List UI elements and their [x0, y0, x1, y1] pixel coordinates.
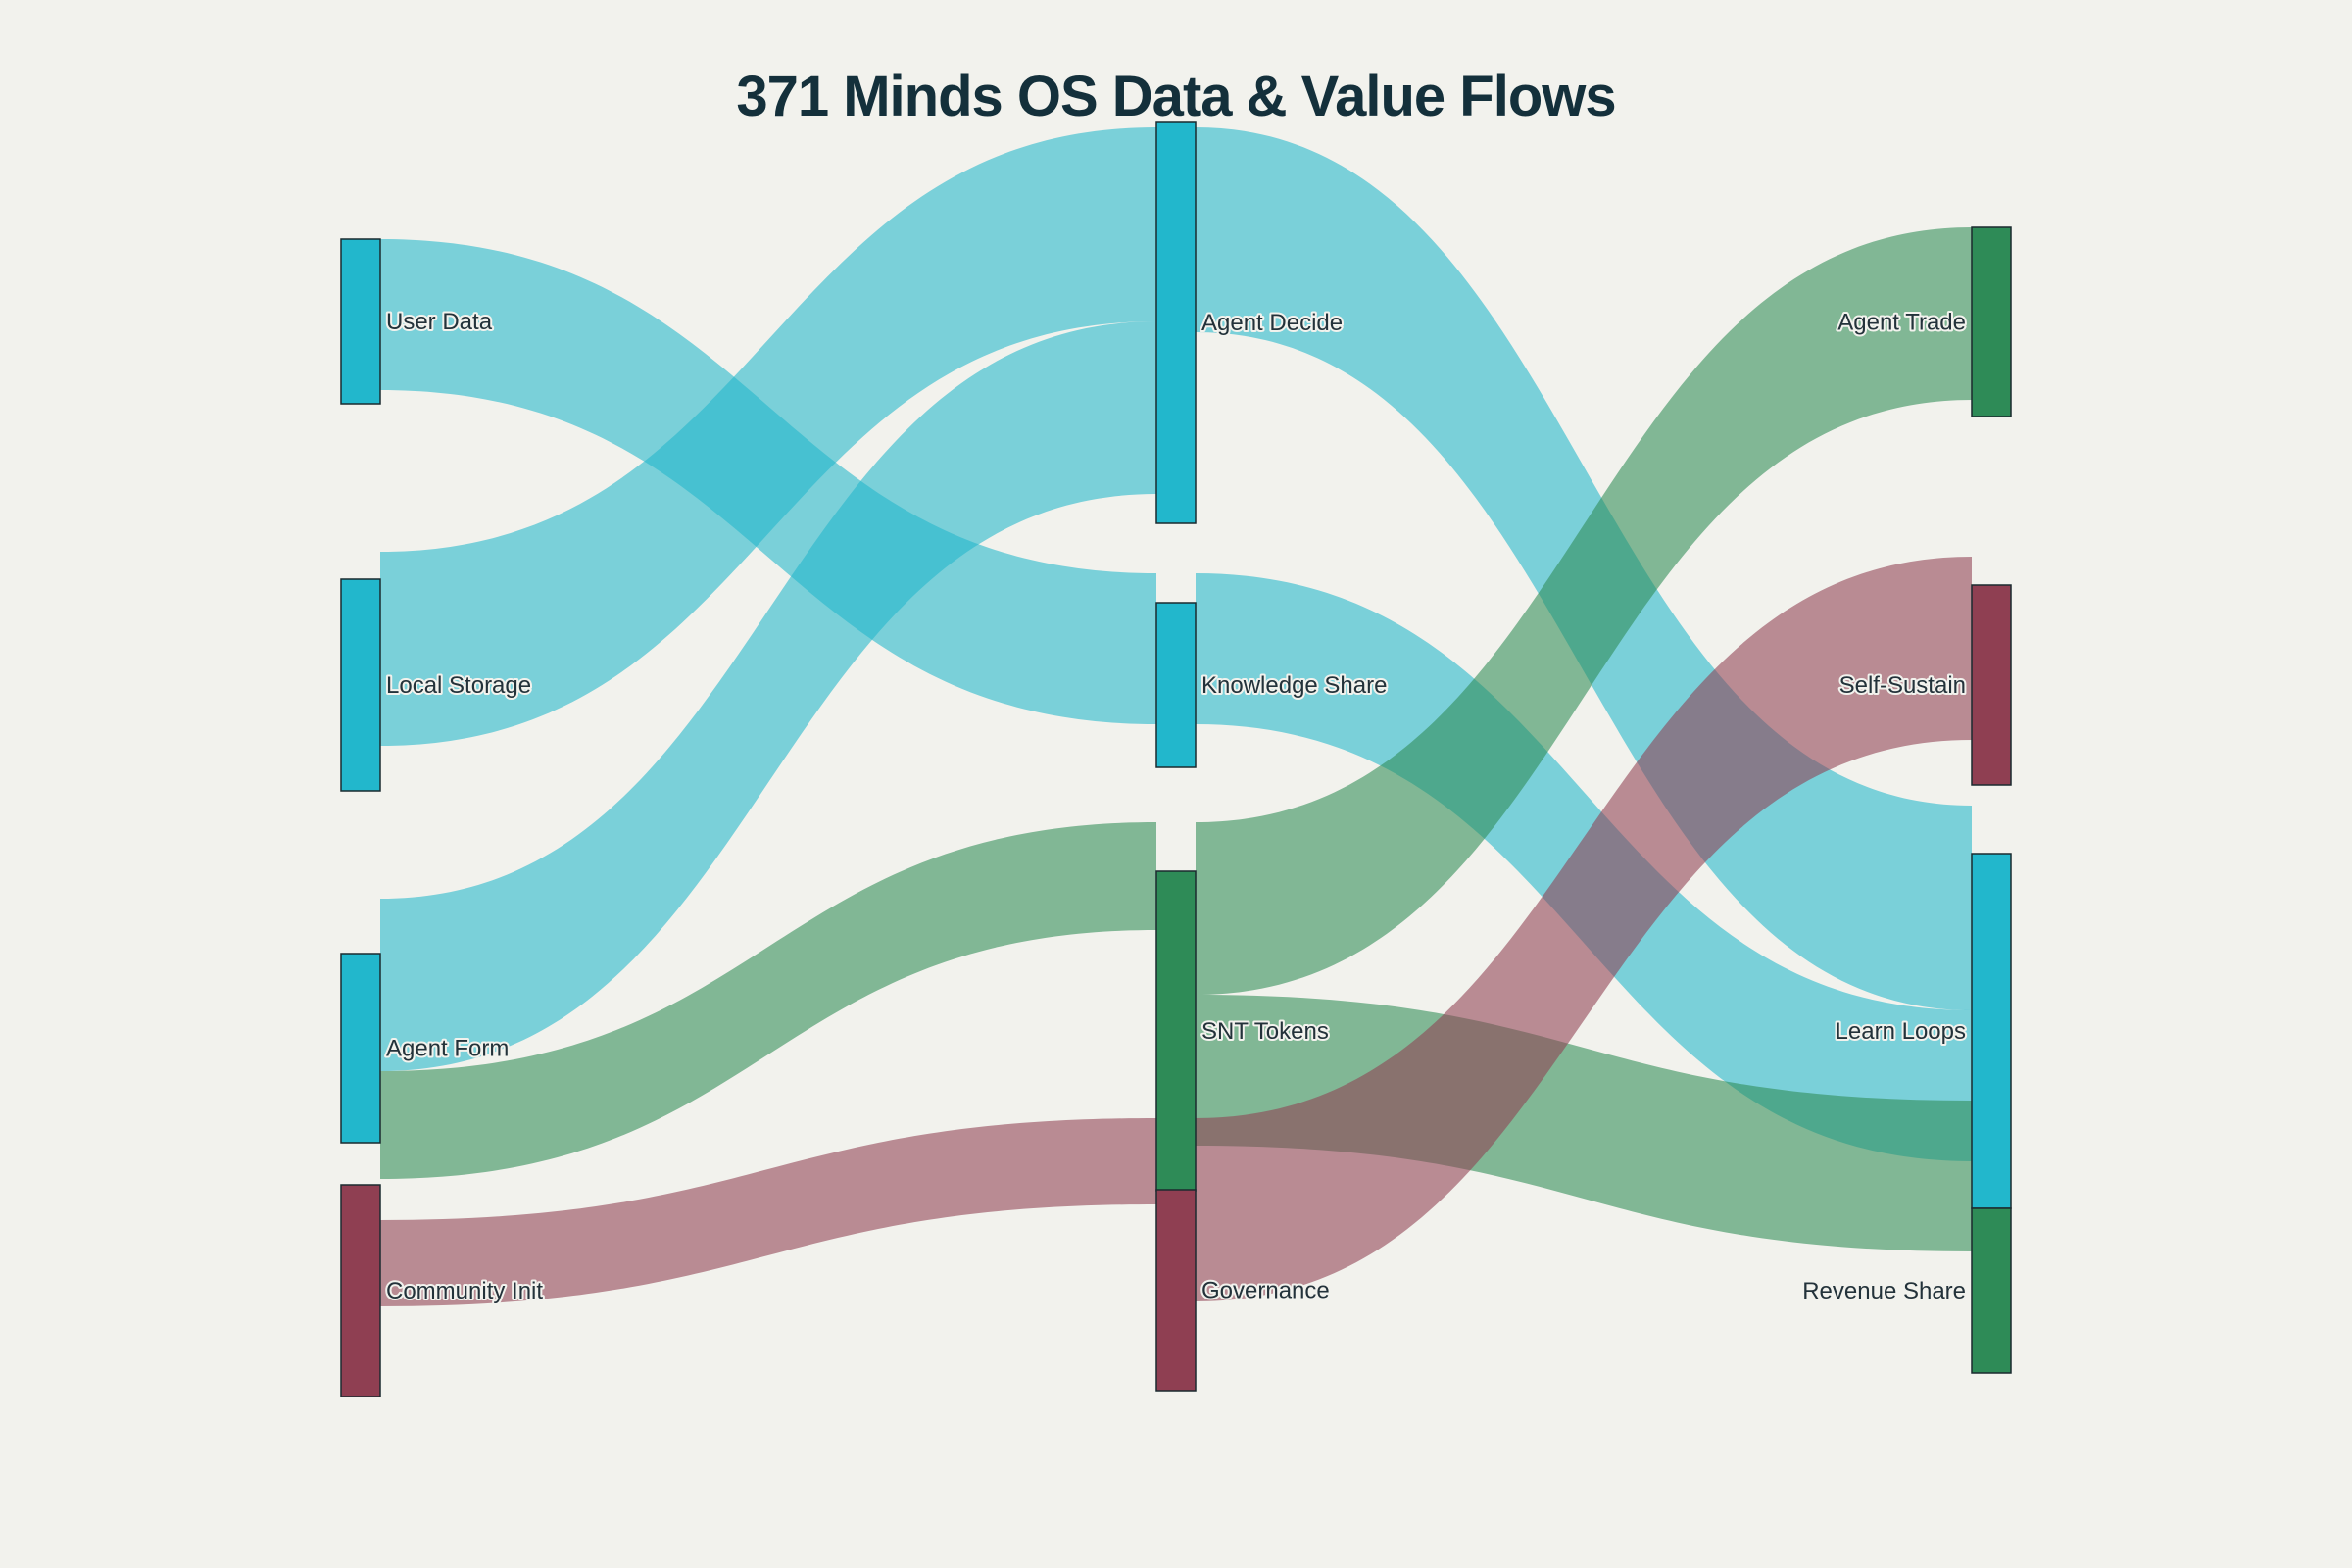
node-label-self-sustain: Self-Sustain: [1839, 672, 1966, 699]
flow-user-data-to-knowledge-share: [380, 239, 1156, 724]
node-label-user-data: User Data: [386, 309, 493, 335]
node-snt-tokens: [1155, 870, 1197, 1192]
diagram-title: 371 Minds OS Data & Value Flows: [736, 65, 1615, 128]
node-label-agent-form: Agent Form: [386, 1036, 509, 1062]
node-label-revenue-share: Revenue Share: [1802, 1278, 1966, 1304]
node-label-learn-loops: Learn Loops: [1836, 1018, 1966, 1045]
flow-community-init-to-governance: [380, 1118, 1156, 1306]
node-label-agent-trade: Agent Trade: [1838, 310, 1966, 336]
node-learn-loops: [1971, 853, 2012, 1209]
node-label-snt-tokens: SNT Tokens: [1201, 1018, 1329, 1045]
node-user-data: [340, 238, 381, 405]
node-label-local-storage: Local Storage: [386, 672, 531, 699]
node-label-knowledge-share: Knowledge Share: [1201, 672, 1387, 699]
flow-governance-to-self-sustain: [1196, 557, 1972, 1301]
flow-agent-form-to-snt-tokens: [380, 822, 1156, 1179]
node-label-community-init: Community Init: [386, 1278, 543, 1304]
node-governance: [1155, 1189, 1197, 1392]
node-community-init: [340, 1184, 381, 1397]
node-local-storage: [340, 578, 381, 792]
node-label-governance: Governance: [1201, 1278, 1330, 1304]
flow-snt-tokens-to-agent-trade: [1196, 227, 1972, 995]
node-knowledge-share: [1155, 602, 1197, 768]
node-agent-form: [340, 953, 381, 1144]
node-agent-trade: [1971, 226, 2012, 417]
node-agent-decide: [1155, 121, 1197, 524]
links-layer: [380, 127, 1972, 1306]
flow-agent-form-to-agent-decide: [380, 321, 1156, 1071]
node-revenue-share: [1971, 1207, 2012, 1374]
labels-layer: User Data Local Storage Agent Form Communit…: [384, 307, 1968, 1306]
node-self-sustain: [1971, 584, 2012, 786]
nodes-layer: [340, 121, 2012, 1397]
node-label-agent-decide: Agent Decide: [1201, 310, 1343, 336]
